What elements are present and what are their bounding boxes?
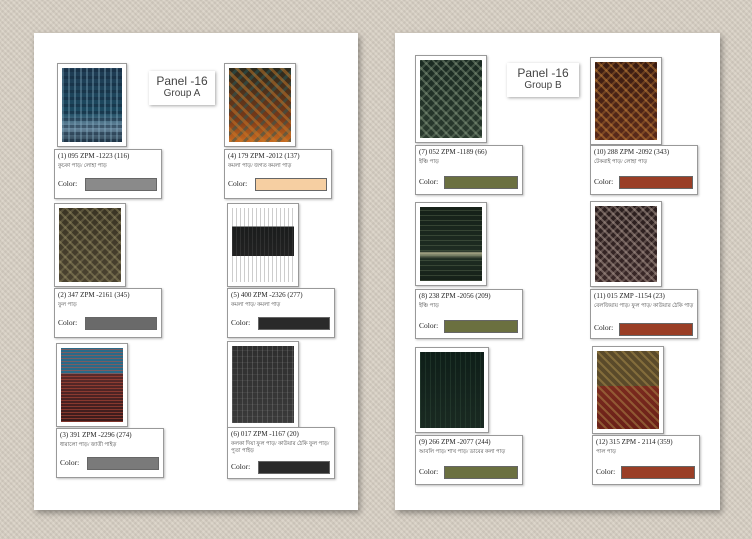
- sample-description: আবলি পাড়/ শাখ পাড়/ ডাবের কলা পাড়: [419, 449, 506, 455]
- color-label: Color:: [419, 177, 439, 186]
- color-label: Color:: [58, 179, 78, 188]
- sample-card: (8) 238 ZPM -2056 (209) ইঞ্চি পাড় Color…: [415, 289, 523, 339]
- sample-card: (12) 315 ZPM - 2114 (359) পাল পাড় Color…: [592, 435, 700, 485]
- sample-card: (1) 095 ZPM -1223 (116) কুচকা পাড়/ লোহা…: [54, 149, 162, 199]
- sample-code: (12) 315 ZPM - 2114 (359): [596, 438, 673, 446]
- color-bar: [619, 323, 693, 336]
- sample-code: (6) 017 ZPM -1167 (20): [231, 430, 299, 438]
- color-label: Color:: [58, 318, 78, 327]
- sample-code: (3) 391 ZPM -2296 (274): [60, 431, 132, 439]
- group-label: Group A: [163, 88, 201, 99]
- sample-description: ইঞ্চি পাড়: [419, 303, 439, 309]
- panel-title: Panel -16: [517, 66, 569, 80]
- fabric-sample-image: [415, 202, 487, 286]
- color-bar: [619, 176, 693, 189]
- color-bar: [444, 176, 518, 189]
- color-label: Color:: [60, 458, 80, 467]
- catalog-page-group-a: Panel -16 Group A (1) 095 ZPM -1223 (116…: [34, 33, 358, 510]
- color-label: Color:: [419, 467, 439, 476]
- sample-code: (5) 400 ZPM -2326 (277): [231, 291, 303, 299]
- color-label: Color:: [419, 321, 439, 330]
- sample-description: ফুল পাড়: [58, 302, 77, 308]
- color-bar: [255, 178, 327, 191]
- color-label: Color:: [594, 177, 614, 186]
- sample-card: (9) 266 ZPM -2077 (244) আবলি পাড়/ শাখ প…: [415, 435, 523, 485]
- color-bar: [85, 317, 157, 330]
- fabric-sample-image: [224, 63, 296, 147]
- fabric-sample-image: [227, 341, 299, 428]
- color-bar: [258, 461, 330, 474]
- sample-code: (4) 179 ZPM -2012 (137): [228, 152, 300, 160]
- sample-code: (2) 347 ZPM -2161 (345): [58, 291, 130, 299]
- color-bar: [258, 317, 330, 330]
- fabric-sample-image: [590, 57, 662, 145]
- fabric-sample-image: [54, 203, 126, 287]
- sample-card: (7) 052 ZPM -1189 (66) ইঞ্চি পাড় Color:: [415, 145, 523, 195]
- sample-description: টেকরাই পাড়/ লোহা পাড়: [594, 159, 648, 165]
- sample-code: (10) 288 ZPM -2092 (343): [594, 148, 670, 156]
- color-bar: [444, 466, 518, 479]
- sample-description: পাল পাড়: [596, 449, 617, 455]
- color-label: Color:: [228, 179, 248, 188]
- sample-code: (8) 238 ZPM -2056 (209): [419, 292, 491, 300]
- sample-code: (11) 015 ZMP -1154 (23): [594, 292, 665, 300]
- color-bar: [87, 457, 159, 470]
- sample-description: ইঞ্চি পাড়: [419, 159, 439, 165]
- sample-card: (6) 017 ZPM -1167 (20) কলকা দিয়া ফুল পা…: [227, 427, 335, 479]
- fabric-sample-image: [415, 347, 489, 433]
- color-bar: [85, 178, 157, 191]
- panel-title-box: Panel -16 Group B: [507, 63, 579, 97]
- sample-code: (7) 052 ZPM -1189 (66): [419, 148, 487, 156]
- sample-description: কলকা দিয়া ফুল পাড়/ কাউয়ার ঠেকি ফুল পা…: [231, 441, 330, 454]
- color-label: Color:: [594, 323, 614, 332]
- color-label: Color:: [231, 318, 251, 327]
- color-label: Color:: [596, 467, 616, 476]
- fabric-sample-image: [56, 343, 128, 427]
- sample-card: (4) 179 ZPM -2012 (137) কমলা পাড়/ জগত ক…: [224, 149, 332, 199]
- sample-card: (2) 347 ZPM -2161 (345) ফুল পাড় Color:: [54, 288, 162, 338]
- fabric-sample-image: [590, 201, 662, 287]
- fabric-sample-image: [227, 203, 299, 287]
- fabric-sample-image: [57, 63, 127, 147]
- panel-title-box: Panel -16 Group A: [149, 71, 215, 105]
- color-label: Color:: [231, 462, 251, 471]
- sample-code: (9) 266 ZPM -2077 (244): [419, 438, 491, 446]
- sample-card: (3) 391 ZPM -2296 (274) ধারালো পাড়/ জাত…: [56, 428, 164, 478]
- sample-card: (5) 400 ZPM -2326 (277) কমলা পাড়/ কমলা …: [227, 288, 335, 338]
- sample-description: কমলা পাড়/ কমলা পাড়: [231, 302, 281, 308]
- sample-card: (11) 015 ZMP -1154 (23) বেলজিয়ায় পাড়/…: [590, 289, 698, 339]
- sample-description: কমলা পাড়/ জগত কমলা পাড়: [228, 163, 292, 169]
- catalog-page-group-b: Panel -16 Group B (7) 052 ZPM -1189 (66)…: [395, 33, 720, 510]
- sample-description: বেলজিয়ায় পাড়/ ফুল পাড়/ কাউয়ার ঠেকি …: [594, 303, 694, 309]
- group-label: Group B: [524, 80, 562, 91]
- color-bar: [621, 466, 695, 479]
- color-bar: [444, 320, 518, 333]
- panel-title: Panel -16: [156, 74, 208, 88]
- sample-description: ধারালো পাড়/ জাতী পাইড়: [60, 442, 117, 448]
- fabric-sample-image: [415, 55, 487, 143]
- fabric-sample-image: [592, 346, 664, 434]
- sample-code: (1) 095 ZPM -1223 (116): [58, 152, 130, 160]
- sample-card: (10) 288 ZPM -2092 (343) টেকরাই পাড়/ লো…: [590, 145, 698, 195]
- sample-description: কুচকা পাড়/ লোহা পাড়: [58, 163, 107, 169]
